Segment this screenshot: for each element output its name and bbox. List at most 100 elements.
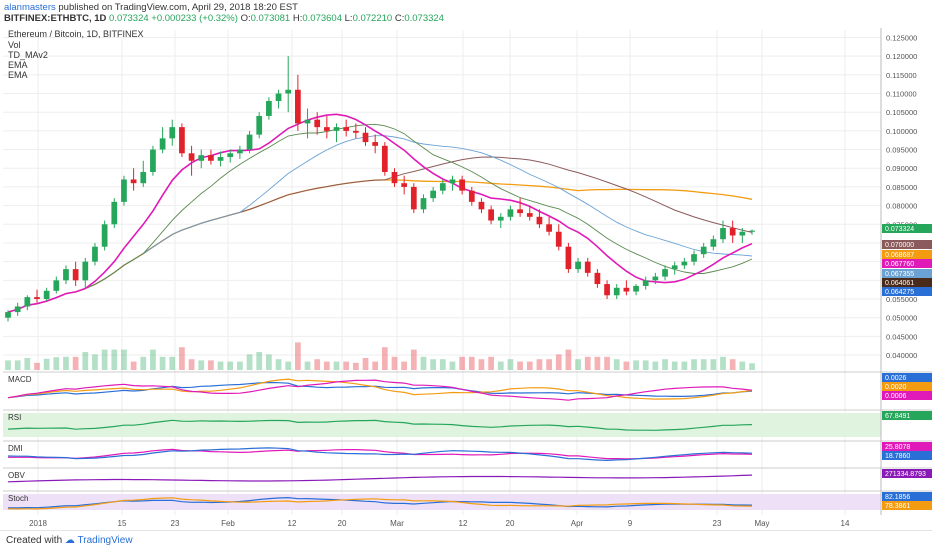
candle-body[interactable] bbox=[478, 201, 485, 210]
candle-body[interactable] bbox=[111, 201, 118, 225]
candle-body[interactable] bbox=[352, 130, 359, 133]
candle-body[interactable] bbox=[642, 280, 649, 286]
indicator-line bbox=[7, 474, 753, 483]
candle-body[interactable] bbox=[237, 149, 243, 154]
legend-vol[interactable]: Vol bbox=[8, 40, 21, 50]
candle-body[interactable] bbox=[208, 155, 214, 161]
candle-body[interactable] bbox=[410, 186, 417, 210]
candle-body[interactable] bbox=[729, 228, 736, 236]
candle-body[interactable] bbox=[179, 127, 185, 154]
candle-body[interactable] bbox=[584, 261, 591, 273]
candle-body[interactable] bbox=[488, 209, 494, 221]
time-axis[interactable]: 2018 15 23 Feb 12 20 Mar 12 20 Apr 9 23 May 14 bbox=[29, 519, 850, 528]
price-pane[interactable] bbox=[5, 56, 755, 370]
candle-body[interactable] bbox=[246, 134, 253, 150]
candle-body[interactable] bbox=[43, 290, 50, 300]
candle-body[interactable] bbox=[372, 142, 379, 146]
volume-bar bbox=[700, 359, 707, 370]
candle-body[interactable] bbox=[430, 190, 437, 199]
candle-body[interactable] bbox=[63, 269, 69, 281]
candle-body[interactable] bbox=[323, 127, 330, 131]
candle-body[interactable] bbox=[710, 239, 717, 247]
legend-td-mav2[interactable]: TD_MAv2 bbox=[8, 50, 48, 60]
candle-body[interactable] bbox=[749, 230, 755, 232]
candle-body[interactable] bbox=[150, 149, 156, 172]
time-tick-label: May bbox=[754, 519, 769, 528]
candle-body[interactable] bbox=[439, 183, 446, 191]
candle-body[interactable] bbox=[720, 228, 726, 240]
candle-body[interactable] bbox=[662, 269, 668, 277]
legend-ema-2[interactable]: EMA bbox=[8, 70, 28, 80]
candle-body[interactable] bbox=[5, 312, 11, 318]
candle-body[interactable] bbox=[681, 261, 688, 266]
candle-body[interactable] bbox=[256, 115, 263, 135]
candle-body[interactable] bbox=[101, 224, 108, 247]
volume-bar bbox=[507, 359, 514, 370]
candle-body[interactable] bbox=[130, 179, 137, 184]
candle-body[interactable] bbox=[188, 153, 195, 161]
candle-body[interactable] bbox=[401, 183, 408, 187]
legend-ema-1[interactable]: EMA bbox=[8, 60, 28, 70]
candle-body[interactable] bbox=[671, 265, 678, 270]
candle-body[interactable] bbox=[517, 209, 523, 214]
candle-body[interactable] bbox=[343, 127, 350, 131]
candle-body[interactable] bbox=[546, 224, 552, 232]
candle-body[interactable] bbox=[594, 272, 601, 285]
candle-body[interactable] bbox=[691, 254, 697, 262]
candle-body[interactable] bbox=[304, 119, 311, 124]
candle-body[interactable] bbox=[604, 284, 610, 296]
volume-bar bbox=[662, 359, 668, 370]
candle-body[interactable] bbox=[420, 198, 427, 210]
candle-body[interactable] bbox=[633, 285, 639, 292]
candle-body[interactable] bbox=[275, 93, 282, 101]
candle-body[interactable] bbox=[555, 231, 562, 247]
candle-body[interactable] bbox=[700, 246, 707, 255]
candle-body[interactable] bbox=[24, 297, 31, 307]
candle-body[interactable] bbox=[526, 213, 533, 217]
tradingview-link[interactable]: TradingView bbox=[77, 535, 133, 546]
candle-body[interactable] bbox=[459, 179, 465, 191]
volume-bar bbox=[468, 356, 475, 370]
candle-body[interactable] bbox=[266, 100, 272, 116]
candle-body[interactable] bbox=[14, 306, 21, 313]
candle-body[interactable] bbox=[381, 145, 388, 172]
candle-body[interactable] bbox=[652, 276, 659, 281]
price-label-text: 0.067760 bbox=[885, 261, 914, 268]
price-axis[interactable]: 0.125000 0.120000 0.115000 0.110000 0.105000… bbox=[880, 28, 932, 515]
sma-green-line bbox=[7, 123, 753, 313]
candle-body[interactable] bbox=[623, 287, 630, 292]
candle-body[interactable] bbox=[72, 269, 79, 281]
candle-body[interactable] bbox=[613, 287, 620, 296]
price-tick-label: 0.045000 bbox=[886, 332, 917, 341]
candle-body[interactable] bbox=[217, 157, 224, 161]
price-tick-label: 0.090000 bbox=[886, 164, 917, 173]
candle-body[interactable] bbox=[468, 190, 475, 202]
candle-body[interactable] bbox=[295, 89, 301, 124]
volume-bar bbox=[82, 352, 89, 370]
indicator-panes[interactable]: MACD 0.0026 0.0020 0.0006 RSI 67.8491 DMI 25.80… bbox=[3, 371, 932, 510]
candle-body[interactable] bbox=[536, 216, 543, 225]
candle-body[interactable] bbox=[140, 171, 147, 184]
candle-body[interactable] bbox=[82, 261, 89, 281]
candle-body[interactable] bbox=[121, 179, 127, 202]
candle-body[interactable] bbox=[198, 155, 205, 161]
candle-body[interactable] bbox=[169, 127, 176, 139]
candle-body[interactable] bbox=[159, 138, 166, 150]
candle-body[interactable] bbox=[565, 246, 572, 270]
candle-body[interactable] bbox=[362, 132, 369, 143]
candle-body[interactable] bbox=[507, 209, 514, 217]
author-link[interactable]: alanmasters bbox=[4, 2, 56, 13]
candle-body[interactable] bbox=[314, 119, 321, 128]
candle-body[interactable] bbox=[333, 127, 340, 131]
candle-body[interactable] bbox=[227, 153, 234, 158]
candle-body[interactable] bbox=[92, 246, 98, 262]
candle-body[interactable] bbox=[34, 297, 40, 300]
candle-body[interactable] bbox=[285, 89, 292, 94]
candle-body[interactable] bbox=[53, 280, 60, 291]
candle-body[interactable] bbox=[739, 231, 746, 236]
candle-body[interactable] bbox=[449, 179, 456, 184]
candle-body[interactable] bbox=[391, 171, 398, 184]
candle-body[interactable] bbox=[497, 216, 504, 221]
candle-body[interactable] bbox=[575, 261, 581, 270]
